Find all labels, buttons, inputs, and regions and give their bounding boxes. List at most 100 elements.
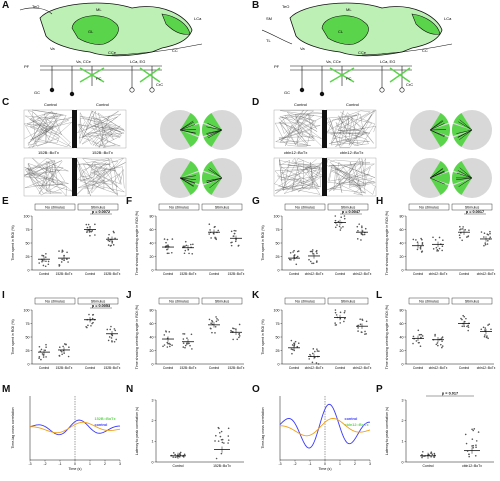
data-point: [421, 450, 424, 453]
y-tick-label: 0: [402, 268, 404, 272]
group-header-label: Stimulus: [465, 300, 480, 304]
group-header-label: Stimulus: [215, 300, 230, 304]
data-point: [216, 317, 218, 320]
x-axis-label: Time (s): [318, 467, 331, 471]
y-tick-label: 40: [150, 335, 154, 339]
y-tick-label: 25: [26, 255, 30, 259]
traj-label-control-1: Control: [44, 102, 57, 107]
label-ml: ML: [96, 7, 102, 12]
data-point: [417, 329, 420, 332]
x-category-label: Control: [289, 366, 300, 370]
data-point: [412, 342, 414, 345]
data-point: [166, 252, 169, 255]
data-point: [462, 226, 464, 228]
data-point: [364, 330, 366, 333]
data-point: [42, 356, 45, 358]
data-group: [308, 249, 320, 265]
orientation-circle: [160, 158, 200, 198]
data-point: [67, 355, 70, 358]
data-point: [477, 431, 480, 433]
cc-line: [111, 43, 203, 56]
label-tl: TL: [266, 38, 271, 43]
data-point: [208, 318, 211, 321]
data-point: [461, 228, 464, 230]
group-header-label: Stimulus: [341, 206, 356, 210]
data-point: [238, 323, 241, 326]
data-point: [459, 236, 461, 239]
data-point: [343, 215, 346, 217]
y-tick-label: 100: [274, 214, 280, 218]
control-curve: [279, 403, 371, 449]
y-tick-label: 3: [152, 398, 154, 402]
y-axis-label: Time showing orienting angle in ROI (%): [385, 305, 389, 369]
y-tick-label: 40: [400, 335, 404, 339]
panel-label-M: M: [2, 384, 11, 395]
x-category-label: Control: [85, 366, 96, 370]
scatter-panel-L: 0 20 40 60 80 Time showing orienting angle in…: [385, 297, 496, 370]
data-point: [358, 223, 360, 225]
data-point: [91, 314, 94, 316]
data-point: [471, 445, 473, 447]
data-point: [461, 239, 463, 242]
data-point: [220, 452, 223, 455]
data-point: [486, 335, 488, 337]
data-point: [113, 328, 116, 330]
data-point: [467, 329, 469, 332]
data-point: [182, 333, 184, 335]
data-group: [214, 426, 230, 460]
data-point: [90, 324, 92, 327]
data-point: [464, 320, 466, 323]
data-point: [290, 339, 293, 342]
gc-cell-2: [69, 91, 75, 97]
y-tick-label: 20: [150, 255, 154, 259]
data-point: [112, 244, 115, 246]
data-point: [474, 454, 477, 457]
x-category-label: Control: [413, 272, 424, 276]
x-category-label: 152B::BoTx: [56, 366, 73, 370]
data-point: [419, 345, 422, 348]
data-point: [183, 333, 186, 335]
data-point: [412, 335, 415, 338]
data-point: [315, 261, 318, 263]
x-tick-label: -3: [278, 462, 281, 466]
data-group: [170, 451, 186, 459]
y-axis-label: Time showing orienting angle in ROI (%): [135, 305, 139, 369]
data-point: [315, 249, 318, 252]
y-tick-label: 80: [400, 308, 404, 312]
data-point: [295, 263, 298, 266]
group-header-label: Stimulus: [465, 206, 480, 210]
panel-label-K: K: [252, 290, 260, 301]
data-group: [162, 330, 174, 348]
data-point: [189, 344, 191, 347]
data-point: [365, 320, 368, 323]
data-point: [209, 229, 211, 231]
data-point: [186, 342, 188, 344]
data-point: [41, 260, 43, 263]
y-tick-label: 60: [400, 322, 404, 326]
y-axis-label: Time-lag cross correlation: [261, 407, 265, 448]
data-point: [109, 328, 112, 331]
data-point: [360, 331, 363, 333]
data-point: [416, 248, 419, 251]
data-point: [458, 234, 461, 236]
data-point: [438, 236, 441, 239]
data-point: [483, 335, 486, 338]
data-point: [434, 333, 436, 336]
x-tick-label: 2: [104, 462, 106, 466]
label-crc: CrC: [156, 82, 163, 87]
x-category-label: 152B::BoTx: [104, 366, 121, 370]
data-point: [166, 238, 169, 241]
data-point: [440, 343, 442, 346]
data-point: [45, 346, 47, 348]
data-point: [66, 251, 68, 254]
data-point: [190, 333, 193, 336]
data-point: [334, 226, 337, 229]
group-header-box: [327, 203, 369, 211]
data-point: [484, 243, 487, 246]
data-point: [179, 452, 181, 455]
data-point: [421, 456, 423, 459]
data-point: [343, 311, 346, 314]
scatter-panel-G: 0 25 50 75 100 Time spent in ROI (%) No stimul…: [261, 203, 372, 276]
label-teo-b: TeO: [282, 4, 289, 9]
data-point: [291, 344, 294, 346]
